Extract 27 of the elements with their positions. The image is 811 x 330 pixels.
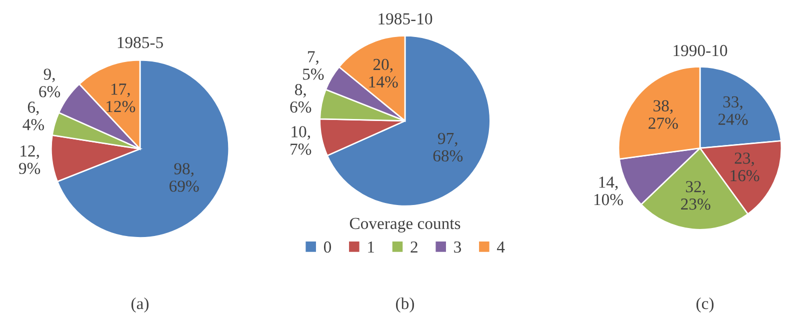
legend-label: 3 <box>454 241 462 253</box>
data-label: 9, 6% <box>39 68 60 98</box>
data-label: 12, 9% <box>18 145 40 174</box>
legend-label: 2 <box>410 241 418 253</box>
legend-label: 0 <box>324 241 332 253</box>
data-label: 32, 23% <box>681 181 710 210</box>
data-label: 23, 16% <box>730 152 760 182</box>
chart-title: 1985-5 <box>118 36 163 48</box>
data-label: 14, 10% <box>594 176 623 206</box>
data-label: 8, 6% <box>290 84 312 113</box>
data-label: 33, 24% <box>718 96 748 126</box>
data-label: 97, 68% <box>433 132 463 162</box>
chart-title: 1990-10 <box>674 44 728 56</box>
data-label: 20, 14% <box>369 58 398 88</box>
text: (c) <box>696 297 714 313</box>
text: (a) <box>131 297 149 313</box>
data-label: 17, 12% <box>106 84 136 112</box>
data-label: 38, 27% <box>648 100 678 129</box>
data-label: 6, 4% <box>22 102 44 130</box>
data-label: 7, 5% <box>303 51 324 80</box>
data-label: 98, 69% <box>170 163 199 192</box>
chart-title: 1985-10 <box>378 13 432 24</box>
text: (b) <box>396 297 414 313</box>
data-label: 10, 7% <box>290 126 312 155</box>
legend-label: 1 <box>368 242 374 253</box>
legend-title: Coverage counts <box>350 218 460 233</box>
legend-label: 4 <box>496 242 505 253</box>
